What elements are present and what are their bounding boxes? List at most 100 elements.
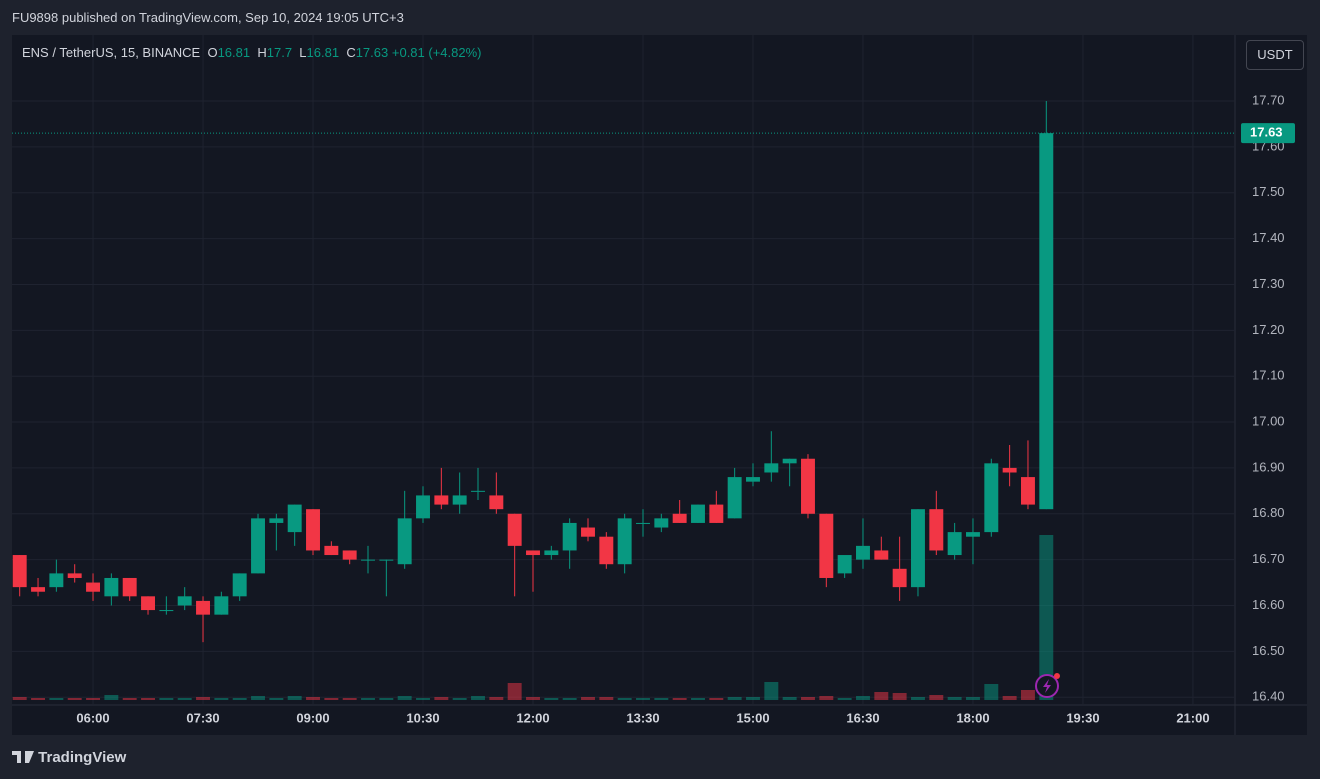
candle-body (416, 495, 430, 519)
volume-bar (544, 698, 559, 700)
candle-body (122, 577, 137, 597)
volume-bar (526, 697, 540, 700)
volume-bar (1039, 535, 1054, 700)
candle-body (489, 495, 504, 510)
candle-body (801, 458, 815, 514)
volume-bar (507, 683, 522, 700)
volume-bar (49, 698, 64, 700)
volume-bar (196, 697, 210, 700)
candle-body (947, 532, 962, 556)
candle-body (544, 550, 559, 556)
x-tick-label: 12:00 (516, 710, 549, 725)
candle-body (434, 495, 449, 505)
volume-bar (617, 698, 632, 700)
volume-bar (801, 697, 815, 700)
volume-bar (672, 698, 687, 700)
brand-text: TradingView (38, 749, 127, 766)
candle-body (709, 504, 724, 523)
x-tick-label: 16:30 (846, 710, 879, 725)
candle-body (251, 518, 265, 574)
candle-body (507, 513, 522, 546)
candle-body (86, 582, 100, 592)
volume-bar (214, 698, 229, 700)
volume-bar (379, 698, 394, 700)
symbol: ENS / TetherUS, 15, BINANCE (22, 45, 201, 60)
volume-bar (837, 698, 852, 700)
volume-bar (342, 698, 357, 700)
volume-bar (929, 695, 944, 700)
candle-body (966, 532, 980, 537)
candle-body (599, 536, 614, 565)
change: +0.81 (+4.82%) (391, 45, 482, 60)
y-tick-label: 16.70 (1252, 551, 1285, 566)
x-tick-label: 07:30 (186, 710, 219, 725)
volume-bar (562, 698, 577, 700)
legend: ENS / TetherUS, 15, BINANCE O16.81 H17.7… (22, 45, 482, 60)
volume-bar (471, 696, 485, 700)
volume-bar (31, 698, 45, 700)
c-value: 17.63 (355, 45, 389, 60)
candle-body (104, 577, 119, 597)
alert-bolt (1043, 679, 1051, 693)
volume-bar (489, 697, 504, 700)
brand: TradingView (12, 749, 126, 766)
volume-bar (12, 697, 27, 700)
o-value: 16.81 (217, 45, 251, 60)
candle-body (929, 509, 944, 551)
volume-bar (727, 697, 742, 700)
volume-bar (416, 698, 430, 700)
h-value: 17.7 (266, 45, 293, 60)
volume-bar (232, 698, 247, 700)
y-tick-label: 17.00 (1252, 413, 1285, 428)
candle-body (526, 550, 540, 556)
volume-bar (361, 698, 375, 700)
candle-body (306, 509, 320, 551)
volume-bar (434, 697, 449, 700)
volume-bar (947, 697, 962, 700)
last-price-badge (1241, 123, 1295, 144)
volume-bar (581, 697, 595, 700)
volume-bar (122, 698, 137, 700)
candle-body (471, 490, 485, 492)
volume-bar (764, 682, 779, 700)
candle-body (1002, 467, 1017, 473)
candle-body (746, 477, 760, 482)
candle-body (159, 610, 174, 612)
candle-body (141, 596, 155, 611)
candle-body (837, 555, 852, 574)
candle-body (269, 518, 284, 523)
x-tick-label: 19:30 (1066, 710, 1099, 725)
volume-bar (654, 698, 669, 700)
candle-body (342, 550, 357, 560)
volume-bar (782, 697, 797, 700)
candle-body (654, 518, 669, 528)
candle-body (636, 522, 650, 524)
volume-bar (819, 696, 834, 700)
candle-body (856, 545, 870, 560)
volume-bar (287, 696, 302, 700)
candle-body (452, 495, 467, 505)
x-tick-label: 06:00 (76, 710, 109, 725)
y-tick-label: 17.50 (1252, 184, 1285, 199)
volume-bar (269, 698, 284, 700)
x-tick-label: 18:00 (956, 710, 989, 725)
candle-body (196, 600, 210, 615)
candle-body (984, 463, 999, 533)
volume-bar (452, 698, 467, 700)
y-tick-label: 17.20 (1252, 322, 1285, 337)
c-label: C (346, 45, 356, 60)
currency-button[interactable]: USDT (1246, 40, 1304, 70)
volume-bar (1002, 696, 1017, 700)
candle-body (177, 596, 192, 606)
volume-bar (1021, 690, 1035, 700)
h-label: H (257, 45, 267, 60)
y-tick-label: 16.60 (1252, 597, 1285, 612)
candle-body (672, 513, 687, 523)
volume-bar (141, 698, 155, 700)
volume-bar (177, 698, 192, 700)
candle-body (379, 559, 394, 561)
y-tick-label: 16.50 (1252, 643, 1285, 658)
l-label: L (299, 45, 307, 60)
